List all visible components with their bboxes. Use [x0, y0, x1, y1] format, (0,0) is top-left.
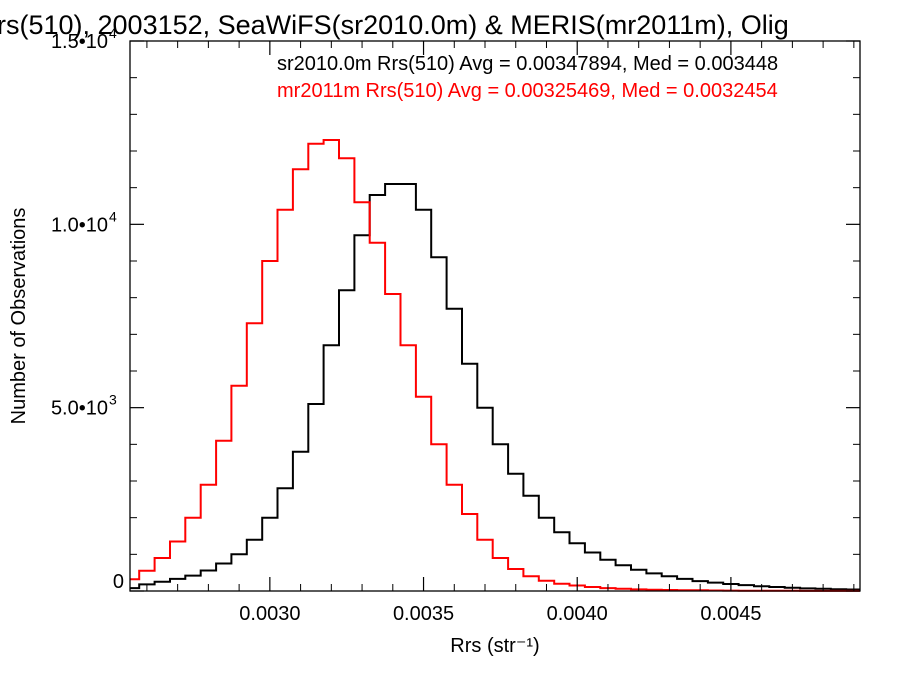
y-tick-label: 1.0•10 — [51, 214, 108, 236]
y-axis-label: Number of Observations — [8, 208, 30, 425]
x-tick-label: 0.0045 — [700, 603, 761, 625]
annotation-1: mr2011m Rrs(510) Avg = 0.00325469, Med =… — [277, 80, 778, 102]
legend-annotations: sr2010.0m Rrs(510) Avg = 0.00347894, Med… — [277, 53, 778, 102]
y-tick-label: 5.0•10 — [51, 398, 108, 420]
y-tick-exponent: 3 — [109, 392, 117, 408]
x-tick-label: 0.0040 — [547, 603, 608, 625]
series-line-0 — [130, 183, 860, 591]
y-tick-mantissa: 1.0•10 — [51, 214, 108, 236]
series-layer — [130, 139, 860, 592]
series-line-1 — [130, 139, 860, 592]
x-axis-label: Rrs (str⁻¹) — [450, 635, 539, 657]
x-tick-label: 0.0030 — [239, 603, 300, 625]
annotation-0: sr2010.0m Rrs(510) Avg = 0.00347894, Med… — [277, 53, 778, 75]
plot-frame — [129, 40, 861, 592]
y-tick-exponent: 4 — [109, 208, 117, 224]
x-tick-labels: 0.0030 0.0035 0.0040 0.0045 — [239, 603, 761, 625]
y-tick-exponent: 4 — [109, 25, 117, 41]
y-tick-label: 0 — [113, 571, 124, 593]
y-tick-mantissa: 0 — [113, 571, 124, 593]
y-tick-mantissa: 1.5•10 — [51, 31, 108, 53]
axis-ticks — [130, 40, 860, 592]
x-tick-label: 0.0035 — [393, 603, 454, 625]
chart-title: rs(510), 2003152, SeaWiFS(sr2010.0m) & M… — [0, 10, 789, 40]
y-tick-labels: 05.0•10 31.0•10 41.5•10 4 — [51, 25, 124, 593]
y-tick-mantissa: 5.0•10 — [51, 398, 108, 420]
y-tick-label: 1.5•10 — [51, 31, 108, 53]
